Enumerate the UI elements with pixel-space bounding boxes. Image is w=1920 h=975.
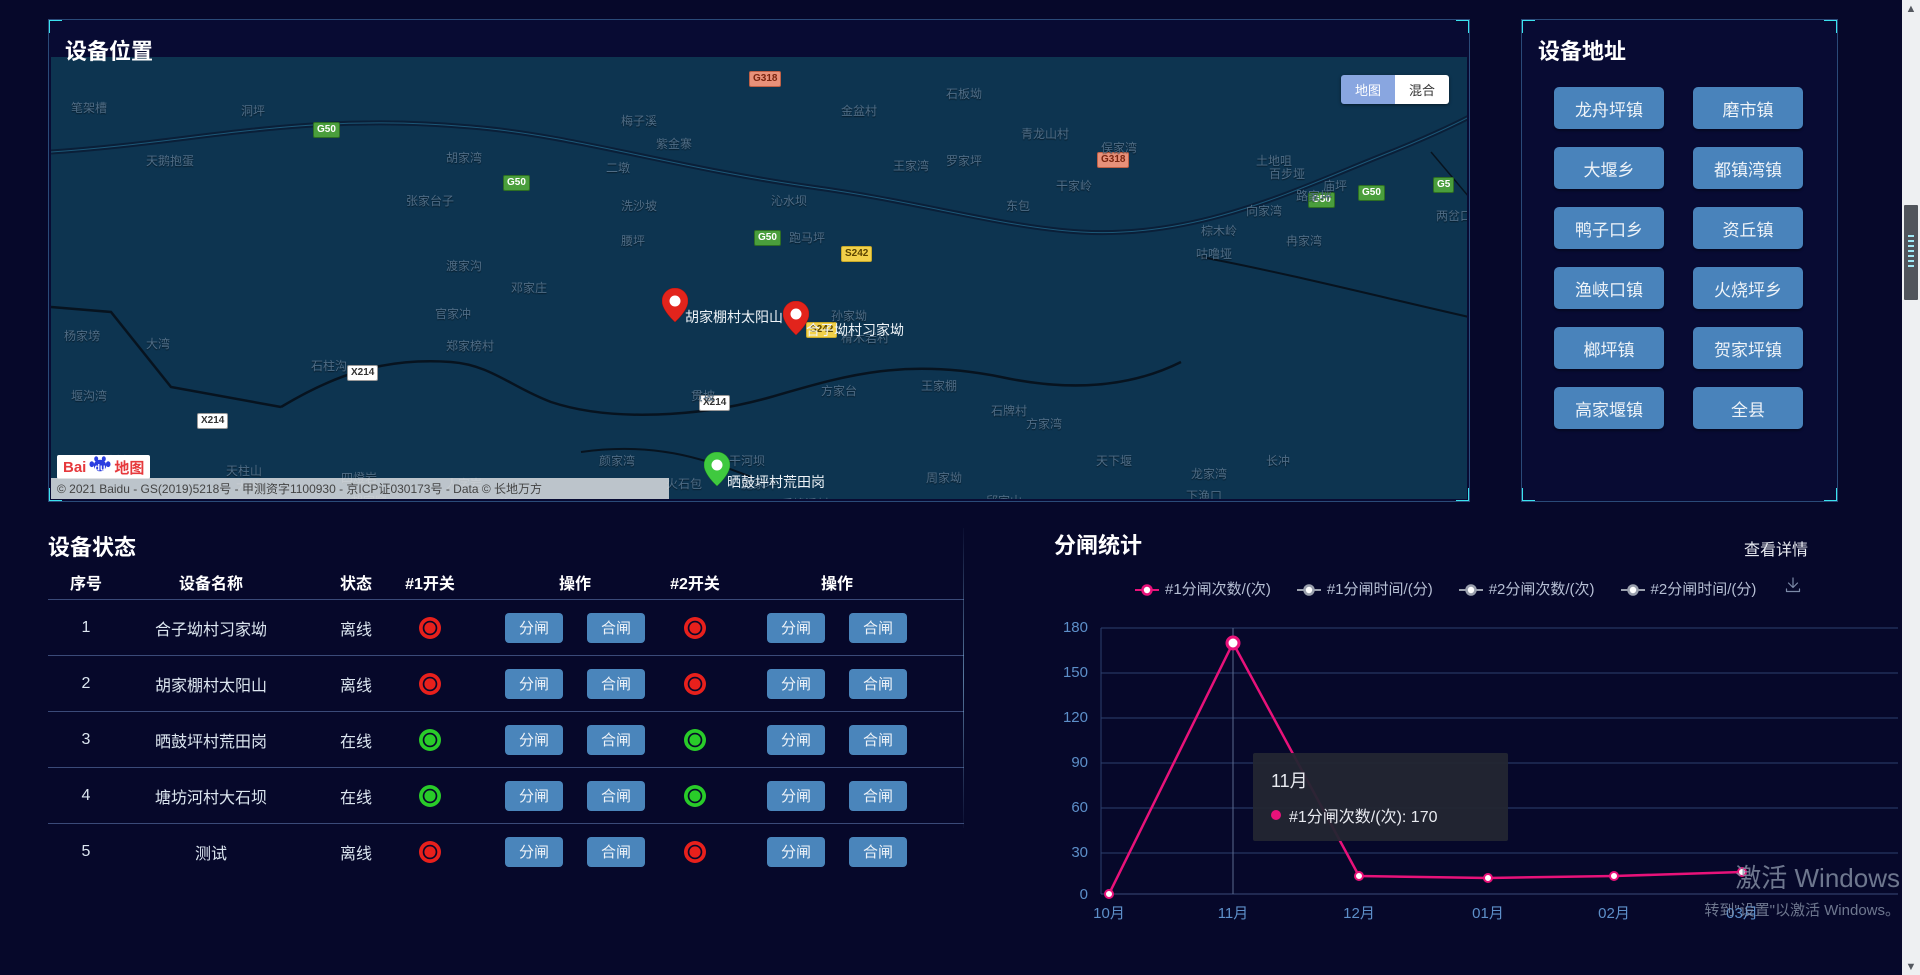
svg-text:0: 0 [1080,886,1088,903]
svg-text:120: 120 [1063,709,1088,726]
svg-text:150: 150 [1063,664,1088,681]
svg-text:12月: 12月 [1343,905,1375,922]
svg-text:01月: 01月 [1472,905,1504,922]
svg-text:60: 60 [1071,799,1088,816]
svg-text:180: 180 [1063,619,1088,636]
svg-text:02月: 02月 [1598,905,1630,922]
svg-text:du: du [95,463,106,473]
svg-text:11月: 11月 [1218,905,1249,922]
svg-text:30: 30 [1071,844,1088,861]
svg-text:90: 90 [1071,754,1088,771]
svg-text:10月: 10月 [1093,905,1125,922]
